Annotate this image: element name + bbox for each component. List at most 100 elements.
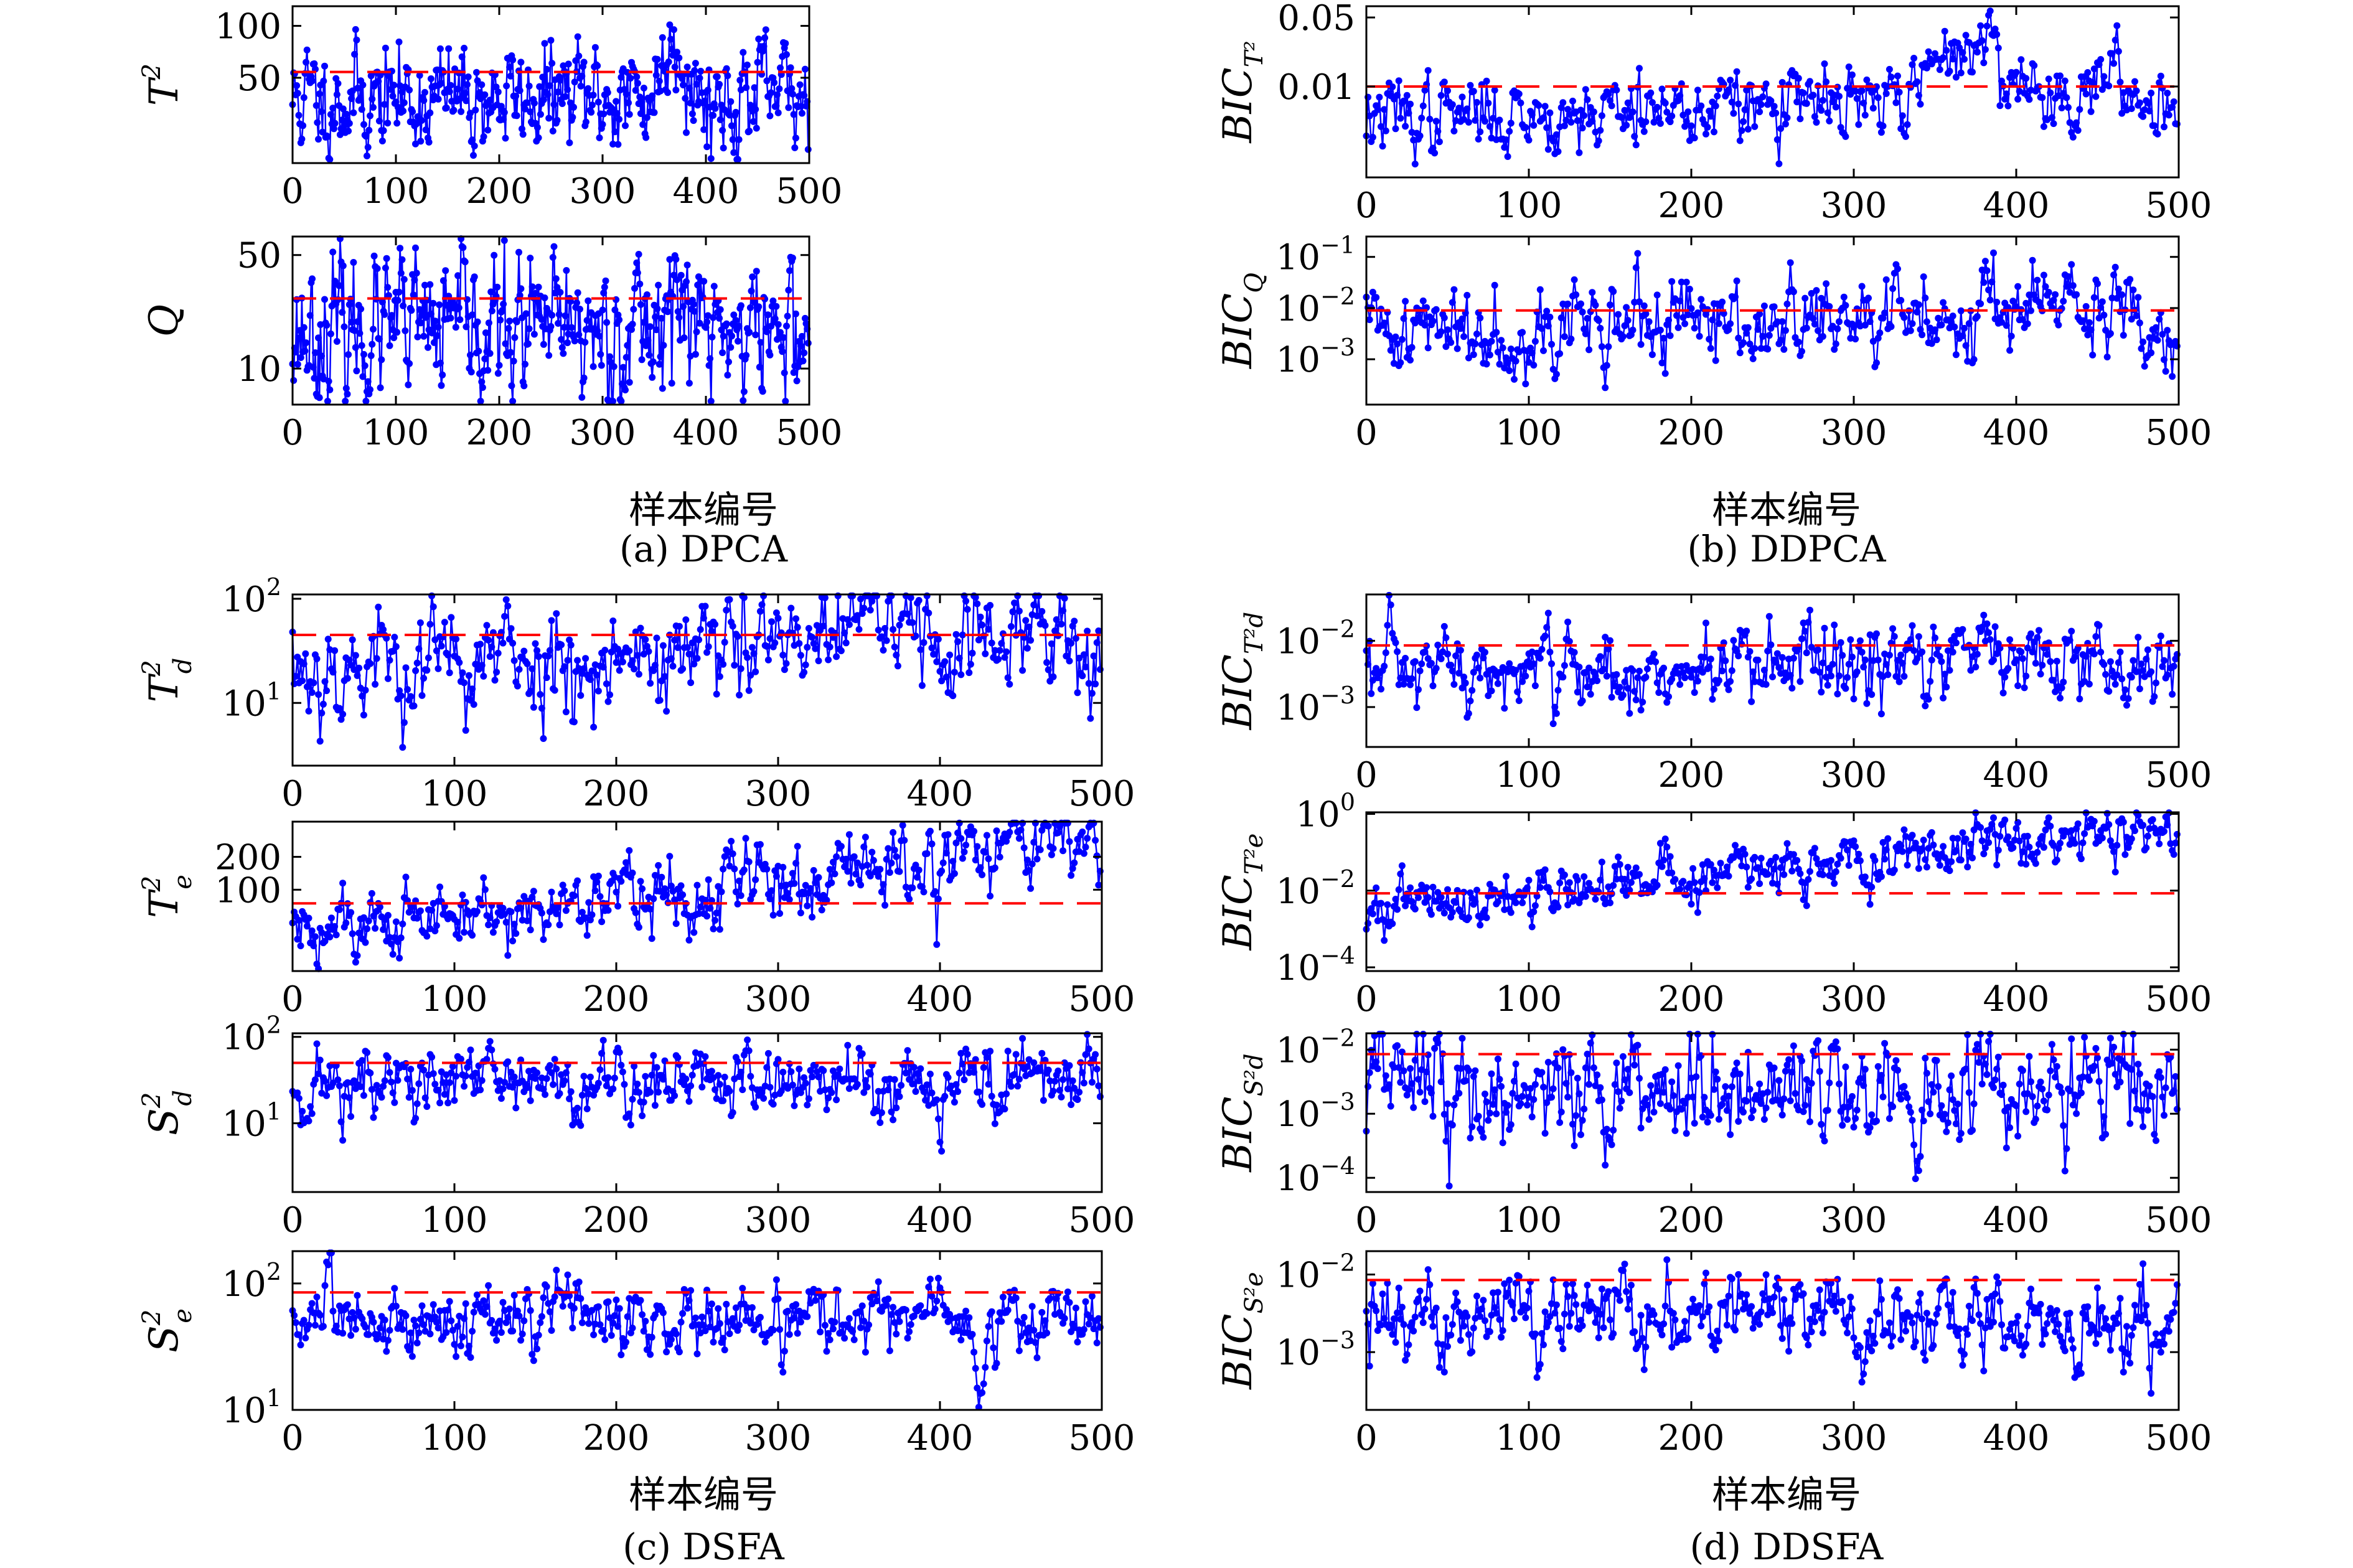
data-point	[758, 601, 766, 608]
data-point	[710, 283, 718, 290]
data-point	[409, 108, 416, 115]
data-point	[697, 67, 705, 75]
data-point	[1411, 161, 1419, 167]
data-point	[1530, 908, 1538, 916]
data-point	[367, 352, 375, 359]
data-point	[1673, 312, 1680, 319]
data-point	[1655, 689, 1663, 697]
data-point	[957, 1049, 965, 1057]
data-point	[704, 312, 712, 319]
x-tick-label: 300	[570, 413, 636, 453]
data-point	[354, 85, 362, 92]
data-point	[477, 398, 484, 405]
data-point	[942, 674, 950, 681]
data-point	[756, 1313, 764, 1321]
data-point	[1858, 283, 1866, 290]
data-point	[880, 647, 887, 654]
data-point	[616, 1305, 623, 1312]
data-point	[596, 1066, 604, 1073]
data-point	[1467, 697, 1474, 705]
data-point	[537, 1319, 544, 1326]
data-point	[1874, 94, 1882, 101]
data-point	[2141, 362, 2148, 370]
data-point	[1548, 340, 1555, 348]
data-point	[1946, 67, 1953, 75]
data-point	[621, 1081, 628, 1088]
data-point	[1798, 635, 1805, 642]
data-point	[776, 1326, 784, 1333]
data-point	[642, 342, 650, 349]
data-point	[1600, 665, 1607, 673]
data-point	[493, 918, 500, 926]
data-point	[1397, 674, 1404, 682]
data-point	[1470, 88, 1477, 95]
data-point	[1959, 626, 1966, 633]
data-point	[1455, 105, 1463, 112]
data-point	[1475, 136, 1482, 143]
data-point	[1642, 674, 1650, 681]
data-point	[1066, 657, 1073, 665]
data-point	[2047, 89, 2054, 96]
data-point	[1544, 146, 1552, 153]
data-point	[1587, 690, 1594, 698]
data-point	[1028, 1303, 1036, 1310]
data-point	[766, 635, 774, 642]
data-point	[1932, 50, 1938, 57]
data-point	[1629, 667, 1637, 674]
data-point	[1855, 121, 1862, 128]
data-point	[574, 33, 581, 40]
data-point	[1837, 639, 1844, 646]
data-point	[351, 327, 359, 334]
data-point	[784, 890, 792, 897]
data-point	[1496, 116, 1503, 124]
data-point	[640, 85, 647, 92]
data-point	[578, 1319, 586, 1326]
data-point	[1877, 710, 1885, 718]
data-point	[1735, 100, 1742, 108]
data-point	[392, 1302, 400, 1310]
data-point	[1775, 664, 1783, 671]
data-point	[398, 256, 406, 263]
data-point	[863, 861, 871, 869]
data-point	[359, 1057, 366, 1064]
data-point	[842, 1076, 850, 1083]
data-point	[1778, 654, 1786, 661]
data-point	[299, 1107, 306, 1115]
data-point	[1014, 1082, 1022, 1090]
data-point	[912, 1088, 919, 1095]
data-point	[764, 311, 772, 319]
data-point	[1080, 1079, 1087, 1087]
data-point	[1629, 326, 1637, 334]
data-point	[2024, 320, 2031, 327]
data-point	[739, 1285, 746, 1292]
data-point	[1084, 835, 1091, 842]
data-point	[537, 111, 544, 118]
data-point	[720, 332, 727, 340]
data-point	[740, 49, 747, 56]
data-point	[575, 665, 583, 672]
data-point	[535, 134, 542, 141]
data-point	[522, 105, 528, 113]
plot-frame-c3	[291, 1032, 1103, 1193]
data-point	[1549, 907, 1557, 914]
data-point	[1434, 128, 1442, 135]
data-point	[325, 378, 332, 385]
data-point	[944, 1074, 952, 1081]
data-point	[885, 1295, 892, 1303]
data-point	[926, 1071, 934, 1077]
data-point	[598, 1049, 606, 1057]
data-point	[732, 317, 740, 324]
data-point	[890, 1116, 897, 1124]
data-point	[771, 639, 779, 647]
data-point	[596, 1321, 604, 1328]
data-point	[1707, 655, 1714, 663]
data-point	[1698, 296, 1705, 303]
data-point	[425, 344, 431, 351]
data-point	[1084, 627, 1091, 635]
data-point	[2058, 684, 2065, 692]
data-point	[593, 671, 601, 678]
data-point	[390, 334, 398, 342]
data-point	[532, 1075, 539, 1082]
data-point	[752, 106, 759, 113]
